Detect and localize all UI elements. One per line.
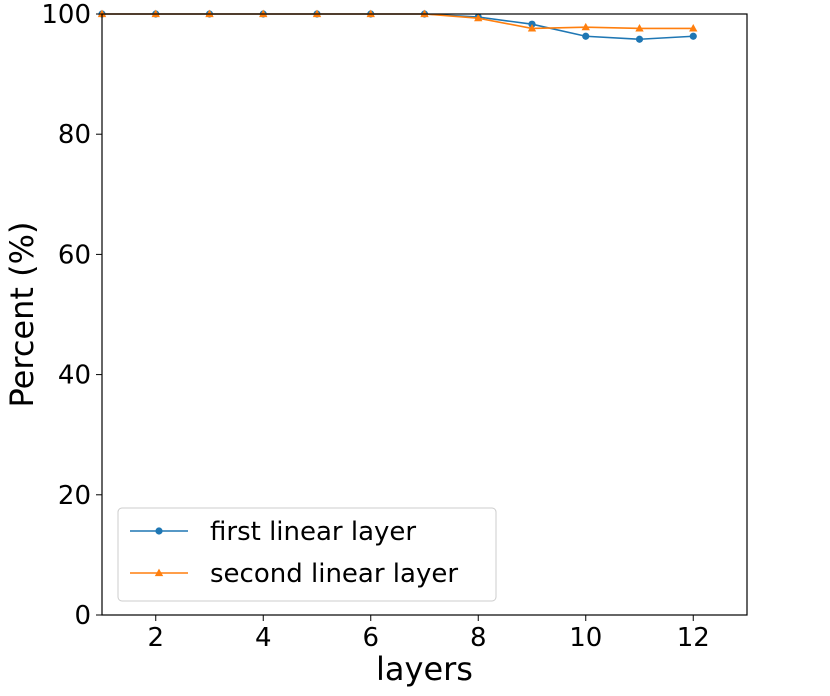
x-tick-label: 12	[677, 623, 710, 653]
y-tick-label: 0	[74, 601, 91, 631]
x-axis-label: layers	[376, 650, 473, 688]
y-tick-label: 80	[58, 120, 91, 150]
legend-label: first linear layer	[210, 517, 416, 547]
series-2-line	[102, 13, 694, 30]
series-2-point	[366, 9, 375, 18]
axes-frame	[101, 13, 748, 616]
series-2-point	[259, 9, 268, 18]
series-2-point	[635, 24, 644, 32]
series-2-point	[689, 24, 698, 32]
series-1-line	[102, 13, 694, 41]
y-axis-label: Percent (%)	[3, 222, 41, 408]
series-2-point	[97, 9, 107, 18]
x-tick-label: 10	[569, 623, 602, 653]
series-2-point	[151, 9, 160, 18]
series-2-point	[420, 9, 429, 18]
series-2-point	[581, 22, 590, 31]
x-tick-label: 8	[470, 623, 487, 653]
series-1-point	[635, 35, 644, 43]
y-tick-label: 20	[58, 481, 91, 511]
series-2-point	[527, 24, 537, 32]
y-tick-label: 60	[58, 240, 91, 270]
legend: first linear layer second linear layer	[117, 507, 497, 602]
legend-swatch-marker	[154, 568, 164, 577]
x-tick-label: 4	[255, 623, 272, 653]
series-2-point	[474, 13, 483, 22]
x-tick-label: 6	[362, 623, 379, 653]
series-1-point	[582, 32, 590, 40]
x-tick-label: 2	[147, 623, 164, 653]
series-2-point	[312, 9, 322, 18]
legend-box	[117, 507, 497, 602]
y-tick-label: 100	[41, 0, 91, 30]
legend-swatch-marker	[155, 527, 163, 535]
legend-label: second linear layer	[210, 559, 458, 589]
series-2-point	[205, 9, 214, 18]
axis-ticks: 2 4 6 8 10 12 0 20 40 60 80 100	[41, 0, 709, 653]
series-1-point	[689, 32, 697, 40]
y-tick-label: 40	[58, 361, 91, 391]
